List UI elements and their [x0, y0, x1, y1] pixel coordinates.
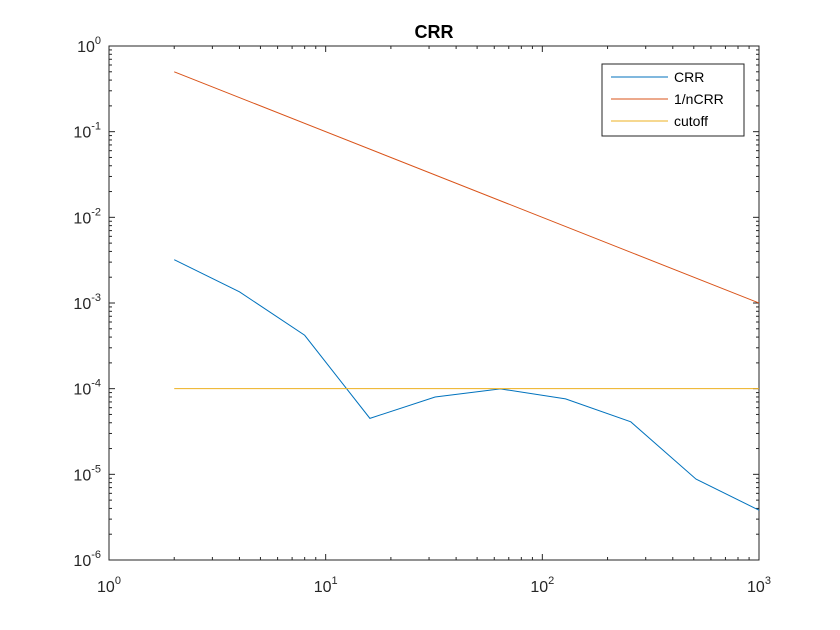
series-line-crr — [173, 259, 759, 511]
y-tick-label: 10-5 — [73, 463, 101, 484]
y-tick-label: 10-6 — [73, 549, 101, 570]
y-tick-base: 10 — [73, 125, 91, 142]
y-tick-base: 10 — [73, 382, 91, 399]
y-tick-exponent: -2 — [91, 206, 101, 218]
chart-title: CRR — [415, 22, 454, 42]
x-tick-base: 10 — [530, 579, 548, 596]
y-tick-label: 10-1 — [73, 121, 101, 142]
x-tick-label: 102 — [530, 575, 554, 596]
y-tick-exponent: -3 — [91, 292, 101, 304]
x-tick-label: 101 — [314, 575, 338, 596]
y-tick-label: 10-3 — [73, 292, 101, 313]
x-tick-label: 100 — [97, 575, 121, 596]
x-tick-label: 103 — [747, 575, 771, 596]
x-tick-exponent: 2 — [548, 575, 554, 587]
x-tick-exponent: 1 — [332, 575, 338, 587]
x-tick-base: 10 — [747, 579, 765, 596]
x-tick-exponent: 3 — [765, 575, 771, 587]
y-tick-exponent: -5 — [91, 463, 101, 475]
y-tick-exponent: -1 — [91, 121, 101, 133]
x-tick-base: 10 — [97, 579, 115, 596]
legend-box — [601, 63, 745, 137]
y-tick-label: 10-2 — [73, 206, 101, 227]
y-tick-exponent: -4 — [91, 378, 101, 390]
y-tick-exponent: 0 — [95, 35, 101, 47]
y-tick-exponent: -6 — [91, 549, 101, 561]
legend-label: CRR — [674, 69, 704, 85]
y-tick-label: 100 — [77, 35, 101, 56]
plot-area: 100 101 102 10310-610-510-410-310-210-1100C… — [73, 35, 771, 596]
y-tick-label: 10-4 — [73, 378, 101, 399]
x-tick-exponent: 0 — [115, 575, 121, 587]
legend-label: cutoff — [674, 113, 708, 129]
series-line-1-ncrr — [174, 71, 759, 304]
y-tick-base: 10 — [73, 210, 91, 227]
y-tick-base: 10 — [73, 553, 91, 570]
legend-label: 1/nCRR — [674, 91, 724, 107]
y-tick-base: 10 — [73, 296, 91, 313]
x-tick-base: 10 — [314, 579, 332, 596]
y-tick-base: 10 — [73, 467, 91, 484]
y-tick-base: 10 — [77, 39, 95, 56]
